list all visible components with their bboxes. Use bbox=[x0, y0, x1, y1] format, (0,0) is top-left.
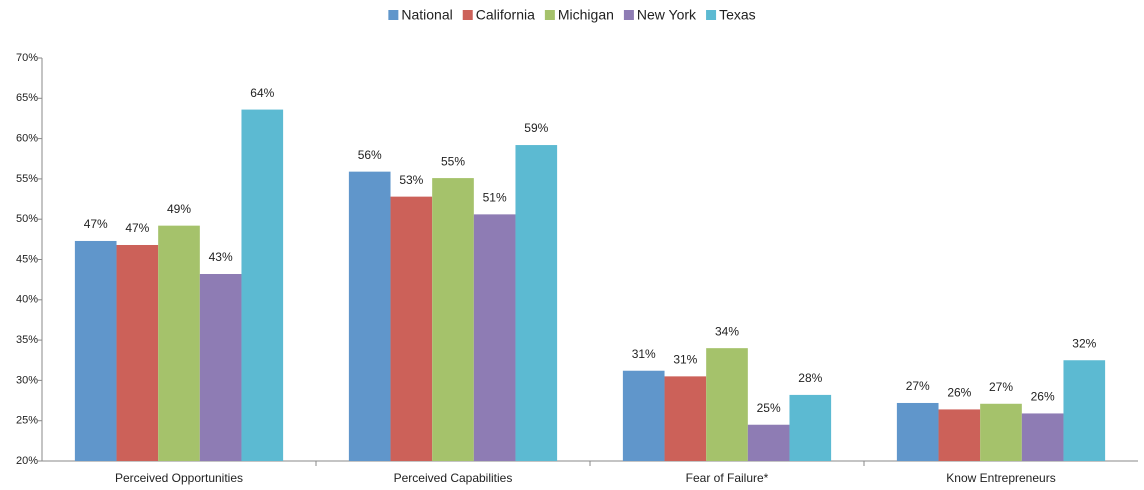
legend-swatch bbox=[544, 10, 555, 20]
data-label: 32% bbox=[1072, 336, 1096, 350]
x-tick-label: Perceived Opportunities bbox=[115, 471, 243, 485]
y-tick-label: 25% bbox=[16, 415, 38, 427]
x-tick-label: Perceived Capabilities bbox=[394, 471, 513, 485]
bar bbox=[747, 424, 790, 461]
bar bbox=[116, 244, 159, 461]
data-label: 43% bbox=[209, 250, 233, 264]
y-tick-label: 30% bbox=[16, 374, 38, 386]
data-label: 28% bbox=[798, 371, 822, 385]
bar bbox=[473, 214, 516, 461]
y-tick-label: 55% bbox=[16, 173, 38, 185]
legend-label: New York bbox=[637, 7, 697, 23]
data-label: 56% bbox=[358, 148, 382, 162]
bar bbox=[348, 171, 391, 461]
y-tick-label: 20% bbox=[16, 455, 38, 467]
data-label: 27% bbox=[989, 380, 1013, 394]
y-tick-label: 45% bbox=[16, 253, 38, 265]
bar bbox=[622, 370, 665, 461]
data-label: 31% bbox=[673, 353, 697, 367]
y-tick-label: 65% bbox=[16, 92, 38, 104]
data-label: 47% bbox=[125, 221, 149, 235]
data-label: 51% bbox=[483, 191, 507, 205]
bar bbox=[390, 196, 433, 461]
y-tick-label: 35% bbox=[16, 334, 38, 346]
bar bbox=[241, 109, 284, 462]
bar bbox=[199, 274, 242, 461]
y-tick-label: 60% bbox=[16, 133, 38, 145]
data-label: 25% bbox=[757, 401, 781, 415]
data-label: 49% bbox=[167, 202, 191, 216]
data-label: 26% bbox=[1031, 390, 1055, 404]
bar bbox=[158, 225, 200, 461]
legend-swatch bbox=[462, 10, 473, 20]
legend-swatch bbox=[706, 10, 717, 20]
legend-label: Texas bbox=[719, 7, 756, 23]
bar bbox=[706, 348, 748, 461]
bar bbox=[980, 403, 1022, 461]
bar bbox=[432, 178, 474, 461]
data-label: 64% bbox=[250, 86, 274, 100]
bar bbox=[896, 402, 939, 461]
data-label: 59% bbox=[524, 121, 548, 135]
bar bbox=[515, 145, 558, 461]
x-tick-label: Know Entrepreneurs bbox=[946, 471, 1055, 485]
bar bbox=[74, 240, 117, 461]
legend: National California Michigan New York Texas bbox=[388, 7, 756, 23]
legend-swatch bbox=[388, 10, 399, 20]
legend-label: National bbox=[401, 7, 452, 23]
bar bbox=[1021, 413, 1064, 461]
legend-swatch bbox=[623, 10, 634, 20]
y-tick-label: 70% bbox=[16, 52, 38, 64]
y-tick-label: 40% bbox=[16, 294, 38, 306]
x-tick-label: Fear of Failure* bbox=[686, 471, 769, 485]
legend-label: California bbox=[476, 7, 535, 23]
data-label: 55% bbox=[441, 154, 465, 168]
legend-label: Michigan bbox=[558, 7, 614, 23]
data-label: 31% bbox=[632, 347, 656, 361]
bar bbox=[664, 376, 707, 461]
data-label: 34% bbox=[715, 324, 739, 338]
bar bbox=[789, 394, 832, 461]
data-label: 27% bbox=[906, 379, 930, 393]
data-label: 47% bbox=[84, 217, 108, 231]
bar bbox=[938, 409, 981, 461]
bar bbox=[1063, 360, 1106, 461]
data-label: 53% bbox=[399, 173, 423, 187]
data-label: 26% bbox=[947, 386, 971, 400]
y-tick-label: 50% bbox=[16, 213, 38, 225]
